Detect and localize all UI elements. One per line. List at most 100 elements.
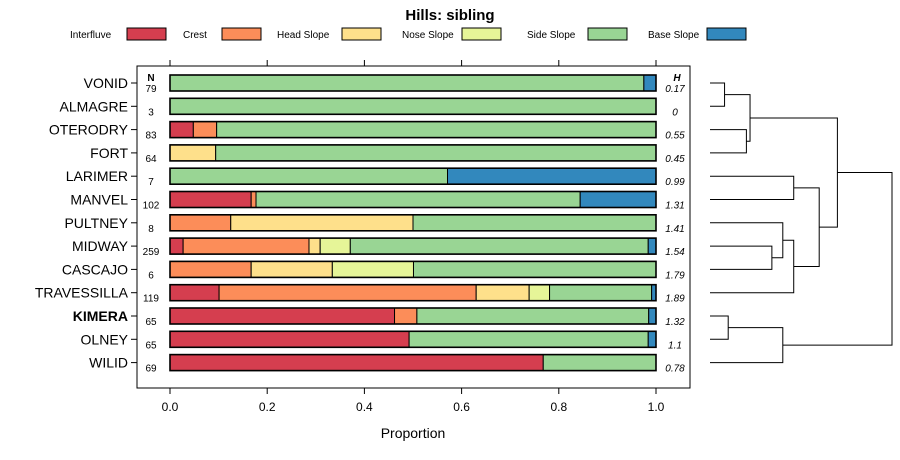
bar-segment-nose-slope [331,260,414,278]
bar-segment-interfluve [169,307,396,325]
dendrogram-branch-3 [710,175,795,200]
legend-label-base-slope: Base Slope [648,30,700,41]
bar-segment-crest [250,191,257,208]
bar-outline [169,260,657,279]
n-value-wilid: 69 [145,364,157,375]
x-axis-label: Proportion [381,425,446,441]
n-value-oterodry: 83 [145,131,157,142]
legend-swatch-head-slope [341,27,382,41]
dendrogram-branch-1 [710,129,747,154]
h-value-pultney: 1.41 [665,224,684,235]
h-column-header: H [673,73,681,84]
bar-segment-crest [394,307,418,325]
x-tick-label-2: 0.4 [356,400,373,414]
bar-segment-base-slope [648,307,657,325]
plot-frame [136,65,691,389]
bar-segment-interfluve [169,330,410,348]
bar-outline [169,283,657,302]
n-value-larimer: 7 [148,177,154,188]
bar-segment-nose-slope [319,237,351,255]
bar-segment-side-slope [215,144,657,162]
row-pultney: PULTNEY 8 1.41 [64,214,685,235]
bar-outline [169,120,657,139]
bar-segment-head-slope [250,260,333,278]
legend-swatch-base-slope [706,27,747,41]
n-value-fort: 64 [145,154,157,165]
row-oterodry: OTERODRY 83 0.55 [49,120,685,142]
x-tick-label-3: 0.6 [453,400,470,414]
legend-swatch-crest [221,27,262,41]
x-tick-label-1: 0.2 [259,400,276,414]
n-value-vonid: 79 [145,84,157,95]
bar-segment-interfluve [169,354,544,372]
bar-segment-side-slope [412,214,657,232]
dendrogram-branch-10 [710,327,784,364]
bar-outline [169,74,657,92]
bar-segment-base-slope [647,330,657,348]
row-label-vonid: VONID [84,75,128,91]
row-wilid: WILID 69 0.78 [89,353,685,375]
n-value-kimera: 65 [145,317,157,328]
bar-segment-side-slope [549,284,653,302]
bar-outline [169,353,657,372]
h-value-travessilla: 1.89 [665,294,685,305]
bar-segment-side-slope [349,237,649,255]
dendrogram-branch-0 [710,82,726,107]
bar-segment-side-slope [416,307,650,325]
bar-rows: VONID 79 0.17 ALMAGRE 3 0 OTERODRY 83 0.55 FORT 64… [35,74,685,375]
row-label-larimer: LARIMER [66,168,128,184]
row-larimer: LARIMER 7 0.99 [66,167,685,188]
bar-outline [169,144,657,162]
bar-outline [169,97,657,116]
top-tick-marks [169,60,657,66]
bar-outline [169,190,657,209]
legend-label-side-slope: Side Slope [527,30,576,41]
bar-outline [169,330,657,349]
bar-segment-base-slope [447,167,657,185]
row-kimera: KIMERA 65 1.32 [73,307,685,328]
h-value-wilid: 0.78 [665,364,685,375]
bar-segment-nose-slope [528,284,551,302]
row-olney: OLNEY 65 1.1 [81,330,682,351]
row-label-olney: OLNEY [81,331,129,347]
row-fort: FORT 64 0.45 [90,144,685,165]
bar-segment-base-slope [643,74,657,92]
legend-label-head-slope: Head Slope [277,30,330,41]
bar-segment-side-slope [542,354,657,372]
legend: Interfluve Crest Head Slope Nose Slope Side … [70,27,747,41]
chart-title: Hills: sibling [405,7,494,24]
bar-segment-crest [182,237,310,255]
bar-segment-head-slope [230,214,414,232]
row-vonid: VONID 79 0.17 [84,74,685,95]
h-value-larimer: 0.99 [665,177,685,188]
n-value-cascajo: 6 [148,270,154,281]
bar-segment-interfluve [169,237,184,255]
bar-segment-crest [169,214,232,232]
dendrogram [710,82,893,364]
dendrogram-branch-11 [782,172,893,346]
x-axis: 0.0 0.2 0.4 0.6 0.8 1.0 [162,388,665,414]
n-value-olney: 65 [145,340,157,351]
legend-label-interfluve: Interfluve [70,30,112,41]
row-label-wilid: WILID [89,355,128,371]
row-label-kimera: KIMERA [73,308,128,324]
row-cascajo: CASCAJO 6 1.79 [62,260,685,281]
n-value-almagre: 3 [148,107,154,118]
bar-outline [169,214,657,232]
dendrogram-branch-6 [710,239,795,294]
dendrogram-branch-8 [750,117,838,228]
dendrogram-branch-9 [710,315,729,340]
bar-segment-side-slope [408,330,649,348]
row-label-manvel: MANVEL [70,192,128,208]
x-tick-label-5: 1.0 [648,400,665,414]
bar-segment-head-slope [308,237,321,255]
h-value-almagre: 0 [672,107,678,118]
bar-segment-side-slope [169,97,657,115]
n-value-midway: 259 [143,247,160,258]
legend-label-nose-slope: Nose Slope [402,30,454,41]
legend-swatch-nose-slope [461,27,502,41]
n-value-manvel: 102 [143,201,160,212]
row-travessilla: TRAVESSILLA 119 1.89 [35,283,685,305]
bar-segment-side-slope [169,167,449,185]
